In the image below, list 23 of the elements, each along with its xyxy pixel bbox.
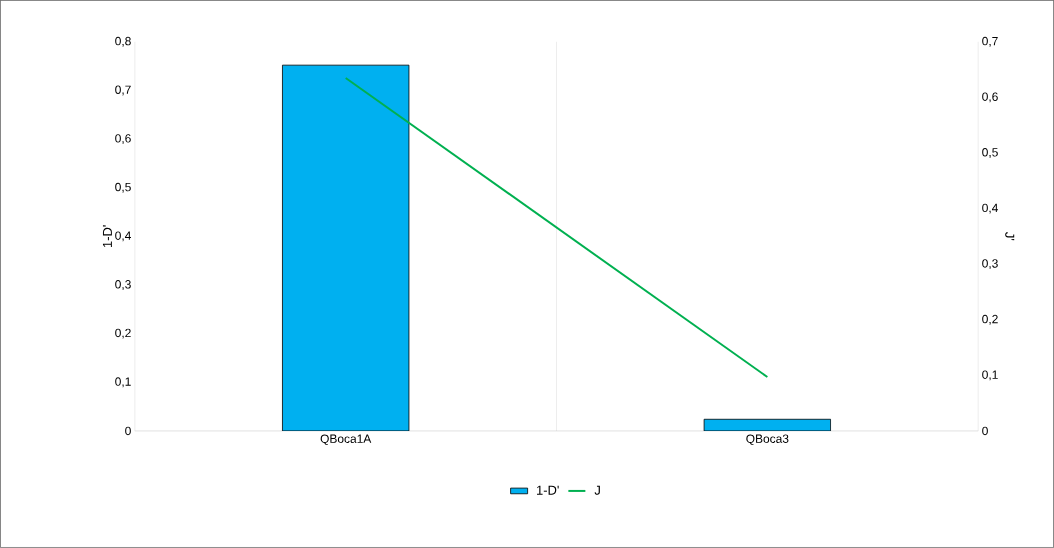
y2-tick-label: 0: [982, 426, 988, 436]
y2-axis-title: J': [1005, 232, 1015, 241]
legend-label: 1-D': [537, 485, 559, 495]
y-tick-label: 0,7: [115, 85, 131, 96]
y2-tick-label: 0,7: [982, 36, 998, 47]
y2-tick-label: 0,2: [982, 314, 998, 325]
y2-tick-label: 0,3: [982, 259, 998, 270]
y-axis-title: 1-D': [102, 225, 112, 248]
y2-tick-label: 0,5: [982, 148, 998, 159]
y2-tick-label: 0,6: [982, 92, 998, 103]
y2-tick-label: 0,4: [982, 203, 998, 214]
x-tick-label: QBoca1A: [320, 434, 372, 446]
y-tick-label: 0: [125, 426, 131, 436]
y-tick-label: 0,6: [115, 134, 131, 145]
y-tick-label: 0,1: [115, 377, 131, 388]
y-tick-label: 0,5: [115, 182, 131, 193]
y-tick-label: 0,4: [115, 231, 131, 242]
y-tick-label: 0,3: [115, 280, 131, 291]
legend-label: J: [594, 485, 600, 495]
y2-tick-label: 0,1: [982, 370, 998, 381]
y-tick-label: 0,8: [115, 36, 131, 47]
x-tick-label: QBoca3: [746, 434, 789, 446]
y-tick-label: 0,2: [115, 328, 131, 339]
